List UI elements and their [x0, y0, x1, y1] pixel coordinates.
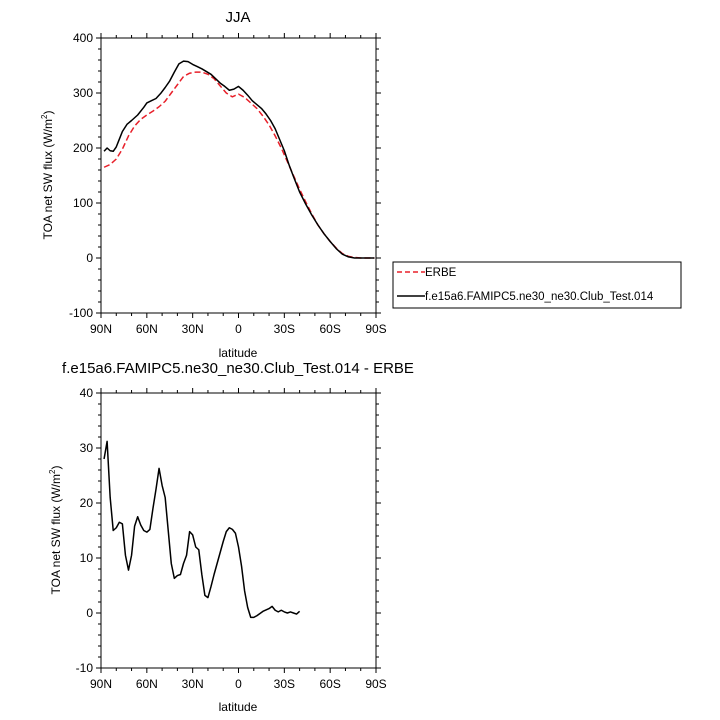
- top-x-axis-label: latitude: [219, 346, 258, 360]
- bottom-chart-title: f.e15a6.FAMIPC5.ne30_ne30.Club_Test.014 …: [62, 360, 414, 377]
- x-tick-label: 90N: [90, 677, 112, 691]
- bottom-x-axis-label: latitude: [219, 700, 258, 714]
- x-tick-label: 0: [235, 677, 242, 691]
- y-tick-label: 10: [80, 551, 94, 565]
- x-tick-label: 60S: [319, 677, 340, 691]
- bottom-plot-frame: [100, 392, 377, 669]
- top-x-axis: 90N 60N 30N 0 30S 60S 90S: [90, 33, 387, 336]
- y-tick-label: 0: [86, 251, 93, 265]
- top-y-axis-label: TOA net SW flux (W/m2): [40, 111, 55, 240]
- top-series-group: [103, 60, 375, 259]
- y-tick-label: -100: [69, 306, 93, 320]
- x-tick-label: 90S: [365, 322, 386, 336]
- x-tick-label: 30N: [182, 677, 204, 691]
- y-tick-label: 30: [80, 441, 94, 455]
- y-tick-label: -10: [76, 661, 94, 675]
- legend-erbe-label: ERBE: [425, 267, 457, 279]
- top-chart-title: JJA: [225, 9, 250, 26]
- y-tick-label: 100: [73, 196, 93, 210]
- top-plot-frame: [100, 37, 377, 314]
- x-tick-label: 0: [235, 322, 242, 336]
- y-tick-label: 0: [86, 606, 93, 620]
- x-tick-label: 60S: [319, 322, 340, 336]
- bottom-series-group: [103, 440, 301, 619]
- x-tick-label: 60N: [136, 677, 158, 691]
- x-tick-label: 30N: [182, 322, 204, 336]
- x-tick-label: 60N: [136, 322, 158, 336]
- y-tick-label: 40: [80, 386, 94, 400]
- bottom-panel: f.e15a6.FAMIPC5.ne30_ne30.Club_Test.014 …: [48, 360, 414, 714]
- bottom-x-axis: 90N 60N 30N 0 30S 60S 90S: [90, 388, 387, 691]
- legend-box: [392, 261, 682, 309]
- legend-model-label: f.e15a6.FAMIPC5.ne30_ne30.Club_Test.014: [425, 291, 654, 303]
- y-tick-label: 200: [73, 141, 93, 155]
- x-tick-label: 90S: [365, 677, 386, 691]
- bottom-y-axis: -10 0 10 20 30 40: [76, 386, 381, 675]
- bottom-y-axis-label: TOA net SW flux (W/m2): [48, 466, 63, 595]
- series-line-model: [103, 60, 375, 259]
- x-tick-label: 30S: [274, 322, 295, 336]
- y-tick-label: 300: [73, 86, 93, 100]
- x-tick-label: 90N: [90, 322, 112, 336]
- y-tick-label: 400: [73, 31, 93, 45]
- top-y-axis: -100 0 100 200 300 400: [69, 31, 381, 320]
- y-tick-label: 20: [80, 496, 94, 510]
- series-line-erbe: [103, 71, 375, 259]
- x-tick-label: 30S: [274, 677, 295, 691]
- top-legend: ERBE f.e15a6.FAMIPC5.ne30_ne30.Club_Test…: [392, 261, 682, 309]
- series-line-difference: [103, 440, 301, 619]
